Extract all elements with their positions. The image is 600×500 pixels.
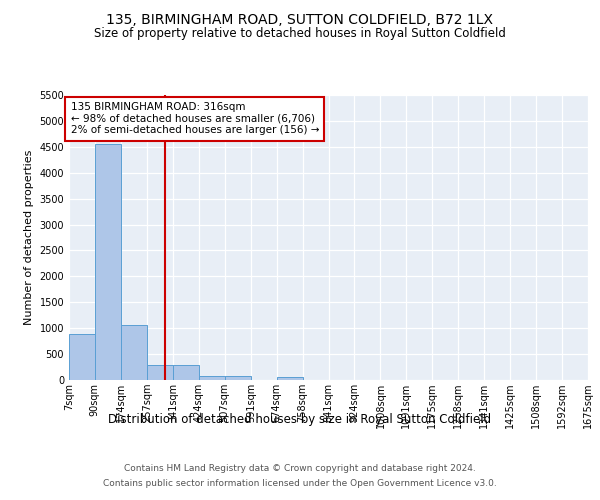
Bar (199, 376, 224, 380)
Bar (147, 365, 173, 380)
Y-axis label: Number of detached properties: Number of detached properties (24, 150, 34, 325)
Bar (224, 376, 251, 380)
Text: 135, BIRMINGHAM ROAD, SUTTON COLDFIELD, B72 1LX: 135, BIRMINGHAM ROAD, SUTTON COLDFIELD, … (107, 12, 493, 26)
Bar (277, 377, 302, 380)
Bar (121, 325, 147, 380)
Bar (69, 334, 95, 380)
Text: Contains HM Land Registry data © Crown copyright and database right 2024.: Contains HM Land Registry data © Crown c… (124, 464, 476, 473)
Text: Distribution of detached houses by size in Royal Sutton Coldfield: Distribution of detached houses by size … (109, 412, 491, 426)
Text: 135 BIRMINGHAM ROAD: 316sqm
← 98% of detached houses are smaller (6,706)
2% of s: 135 BIRMINGHAM ROAD: 316sqm ← 98% of det… (71, 102, 319, 136)
Bar (95, 144, 121, 380)
Text: Contains public sector information licensed under the Open Government Licence v3: Contains public sector information licen… (103, 479, 497, 488)
Text: Size of property relative to detached houses in Royal Sutton Coldfield: Size of property relative to detached ho… (94, 28, 506, 40)
Bar (173, 365, 199, 380)
